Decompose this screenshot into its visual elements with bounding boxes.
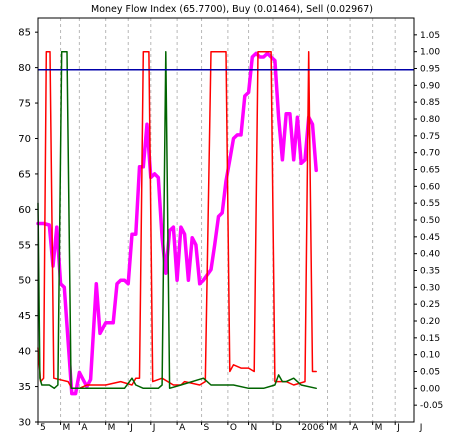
left-tick-label: 35 [18, 382, 31, 393]
x-tick-label: 2006 [301, 423, 324, 432]
left-tick-label: 55 [18, 240, 31, 251]
left-tick-label: 65 [18, 169, 31, 180]
right-tick-label: 0.35 [420, 267, 440, 277]
x-tick-label: M [63, 423, 71, 432]
right-tick-label: 0.10 [420, 351, 440, 361]
x-axis: 5 M A M J J A S O N D 2006 M A M J J [37, 422, 423, 433]
right-tick-label: 0.55 [420, 199, 440, 209]
right-tick-label: 1.00 [420, 48, 440, 58]
right-tick-label: 0.80 [420, 115, 440, 125]
left-tick-label: 80 [18, 63, 31, 74]
series-group [36, 50, 318, 396]
right-tick-label: -0.05 [420, 401, 443, 411]
series-line-1 [36, 51, 318, 396]
x-tick-label: O [230, 423, 237, 432]
right-tick-label: 0.75 [420, 132, 440, 142]
right-tick-label: 0.05 [420, 368, 440, 378]
x-tick-label: J [152, 423, 156, 432]
left-tick-label: 70 [18, 134, 31, 145]
right-tick-label: 0.40 [420, 250, 440, 260]
x-tick-label: J [129, 423, 133, 432]
x-tick-label: A [352, 423, 359, 432]
x-tick-label: A [179, 423, 186, 432]
left-tick-label: 60 [18, 205, 31, 216]
right-axis: -0.05 0.00 0.05 0.10 0.15 0.20 0.25 0.30 0.35 0.4… [414, 31, 443, 411]
left-tick-label: 45 [18, 311, 31, 322]
x-tick-label: J [419, 423, 423, 432]
series-line-2 [37, 50, 317, 390]
left-tick-label: 85 [18, 28, 31, 39]
x-tick-label: 5 [40, 423, 46, 432]
x-tick-label: M [330, 423, 338, 432]
x-tick-label: M [108, 423, 116, 432]
right-tick-label: 0.70 [420, 149, 440, 159]
left-axis: 30 35 40 45 50 55 60 65 70 75 80 85 [18, 28, 38, 429]
right-tick-label: 0.00 [420, 384, 440, 394]
left-tick-label: 50 [18, 276, 31, 287]
right-tick-label: 0.50 [420, 216, 440, 226]
x-tick-label: M [375, 423, 383, 432]
right-tick-label: 0.25 [420, 300, 440, 310]
right-tick-label: 0.20 [420, 317, 440, 327]
right-tick-label: 0.65 [420, 166, 440, 176]
left-tick-label: 40 [18, 347, 31, 358]
right-tick-label: 0.45 [420, 233, 440, 243]
x-tick-label: N [251, 423, 258, 432]
series-line-3 [37, 50, 317, 390]
x-tick-label: J [396, 423, 400, 432]
x-tick-label: S [204, 423, 210, 432]
left-tick-label: 75 [18, 99, 31, 110]
right-tick-label: 0.30 [420, 283, 440, 293]
x-tick-label: A [81, 423, 88, 432]
right-tick-label: 0.90 [420, 81, 440, 91]
x-tick-label: D [275, 423, 282, 432]
left-tick-label: 30 [18, 418, 31, 429]
right-tick-label: 0.95 [420, 65, 440, 75]
chart-title: Money Flow Index (65.7700), Buy (0.01464… [91, 4, 373, 15]
right-tick-label: 0.85 [420, 98, 440, 108]
right-tick-label: 0.60 [420, 182, 440, 192]
right-tick-label: 0.15 [420, 334, 440, 344]
right-tick-label: 1.05 [420, 31, 440, 41]
